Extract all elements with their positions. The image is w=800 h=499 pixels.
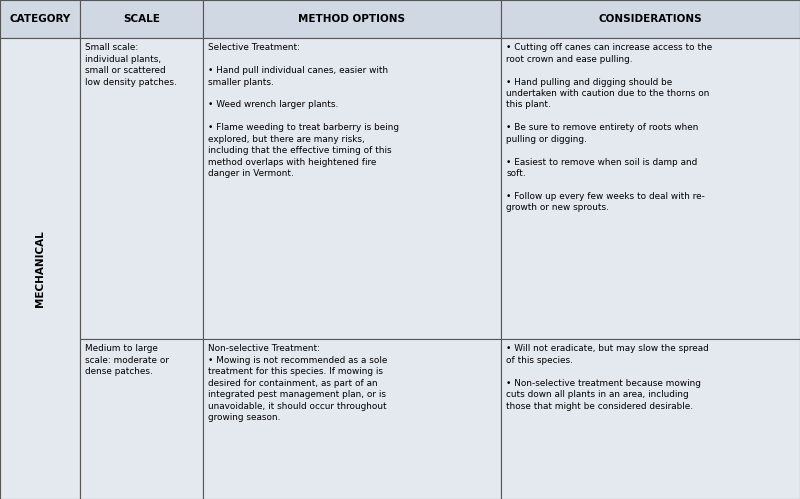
Text: METHOD OPTIONS: METHOD OPTIONS	[298, 14, 406, 24]
Bar	[502, 339, 800, 499]
Text: • Will not eradicate, but may slow the spread
of this species.

• Non-selective : • Will not eradicate, but may slow the s…	[506, 344, 709, 411]
Bar	[0, 0, 80, 38]
Text: SCALE: SCALE	[123, 14, 160, 24]
Text: Medium to large
scale: moderate or
dense patches.: Medium to large scale: moderate or dense…	[86, 344, 170, 376]
Bar	[80, 0, 202, 38]
Text: MECHANICAL: MECHANICAL	[35, 230, 45, 307]
Bar	[202, 0, 502, 38]
Text: • Cutting off canes can increase access to the
root crown and ease pulling.

• H: • Cutting off canes can increase access …	[506, 43, 713, 213]
Bar	[502, 0, 800, 38]
Bar	[0, 38, 80, 499]
Bar	[202, 339, 502, 499]
Text: Small scale:
individual plants,
small or scattered
low density patches.: Small scale: individual plants, small or…	[86, 43, 177, 86]
Text: Non-selective Treatment:
• Mowing is not recommended as a sole
treatment for thi: Non-selective Treatment: • Mowing is not…	[207, 344, 387, 422]
Bar	[80, 38, 202, 339]
Text: CONSIDERATIONS: CONSIDERATIONS	[599, 14, 702, 24]
Bar	[80, 339, 202, 499]
Bar	[502, 38, 800, 339]
Bar	[202, 38, 502, 339]
Text: CATEGORY: CATEGORY	[10, 14, 70, 24]
Text: Selective Treatment:

• Hand pull individual canes, easier with
smaller plants.
: Selective Treatment: • Hand pull individ…	[207, 43, 398, 178]
